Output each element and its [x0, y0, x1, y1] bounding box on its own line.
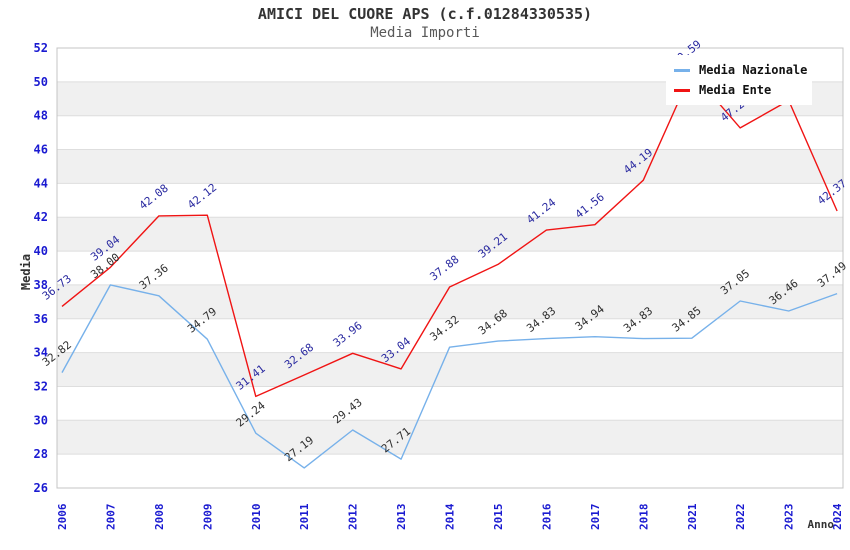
y-tick-label: 42 [34, 210, 48, 224]
y-tick-label: 26 [34, 481, 48, 495]
x-tick-label: 2022 [734, 504, 747, 531]
plot-border [56, 47, 844, 489]
legend-label: Media Nazionale [699, 63, 808, 77]
legend-item-media-nazionale: Media Nazionale [674, 60, 812, 80]
plot-band [57, 352, 843, 387]
x-tick-label: 2018 [637, 504, 650, 531]
series-line-media-nazionale [61, 284, 838, 469]
x-tick-label: 2016 [540, 503, 553, 530]
x-tick-label: 2007 [104, 504, 117, 531]
y-tick-label: 52 [34, 41, 48, 55]
x-tick-label: 2008 [153, 504, 166, 531]
plot-band [57, 115, 843, 150]
x-tick-label: 2013 [395, 504, 408, 531]
y-tick-label: 30 [34, 413, 48, 427]
x-tick-label: 2023 [783, 504, 796, 531]
y-tick-label: 28 [34, 447, 48, 461]
x-tick-label: 2021 [686, 503, 699, 530]
legend-item-media-ente: Media Ente [674, 80, 812, 100]
x-tick-label: 2012 [347, 504, 360, 531]
y-tick-label: 40 [34, 244, 48, 258]
y-tick-label: 46 [34, 143, 48, 157]
x-tick-label: 2006 [56, 503, 69, 530]
legend: Media Nazionale Media Ente [666, 55, 812, 105]
plot-band [57, 217, 843, 252]
x-tick-label: 2014 [444, 503, 457, 530]
y-tick-label: 48 [34, 109, 48, 123]
plot-band [57, 251, 843, 285]
y-axis-title: Media [19, 254, 33, 290]
legend-swatch-media-nazionale [674, 68, 690, 72]
x-tick-label: 2017 [589, 504, 602, 531]
chart-title: AMICI DEL CUORE APS (c.f.01284330535) [257, 5, 593, 23]
plot-band [57, 420, 843, 455]
plot-band [57, 386, 843, 421]
y-tick-label: 34 [34, 346, 48, 360]
x-tick-label: 2015 [492, 504, 505, 531]
x-axis-title: Anno [808, 518, 835, 531]
plot-band [57, 284, 843, 319]
y-tick-label: 32 [34, 379, 48, 393]
y-tick-label: 36 [34, 312, 48, 326]
x-tick-label: 2024 [831, 503, 844, 530]
y-tick-label: 50 [34, 75, 48, 89]
plot-band [57, 183, 843, 218]
x-tick-label: 2011 [298, 503, 311, 530]
legend-label: Media Ente [699, 83, 772, 97]
legend-swatch-media-ente [674, 88, 690, 92]
y-tick-label: 44 [34, 176, 48, 190]
y-tick-label: 38 [34, 278, 48, 292]
x-tick-label: 2010 [250, 504, 263, 531]
chart-subtitle: Media Importi [370, 25, 480, 41]
plot-band [57, 149, 843, 184]
plot-band [57, 454, 843, 488]
x-tick-label: 2009 [201, 504, 214, 531]
